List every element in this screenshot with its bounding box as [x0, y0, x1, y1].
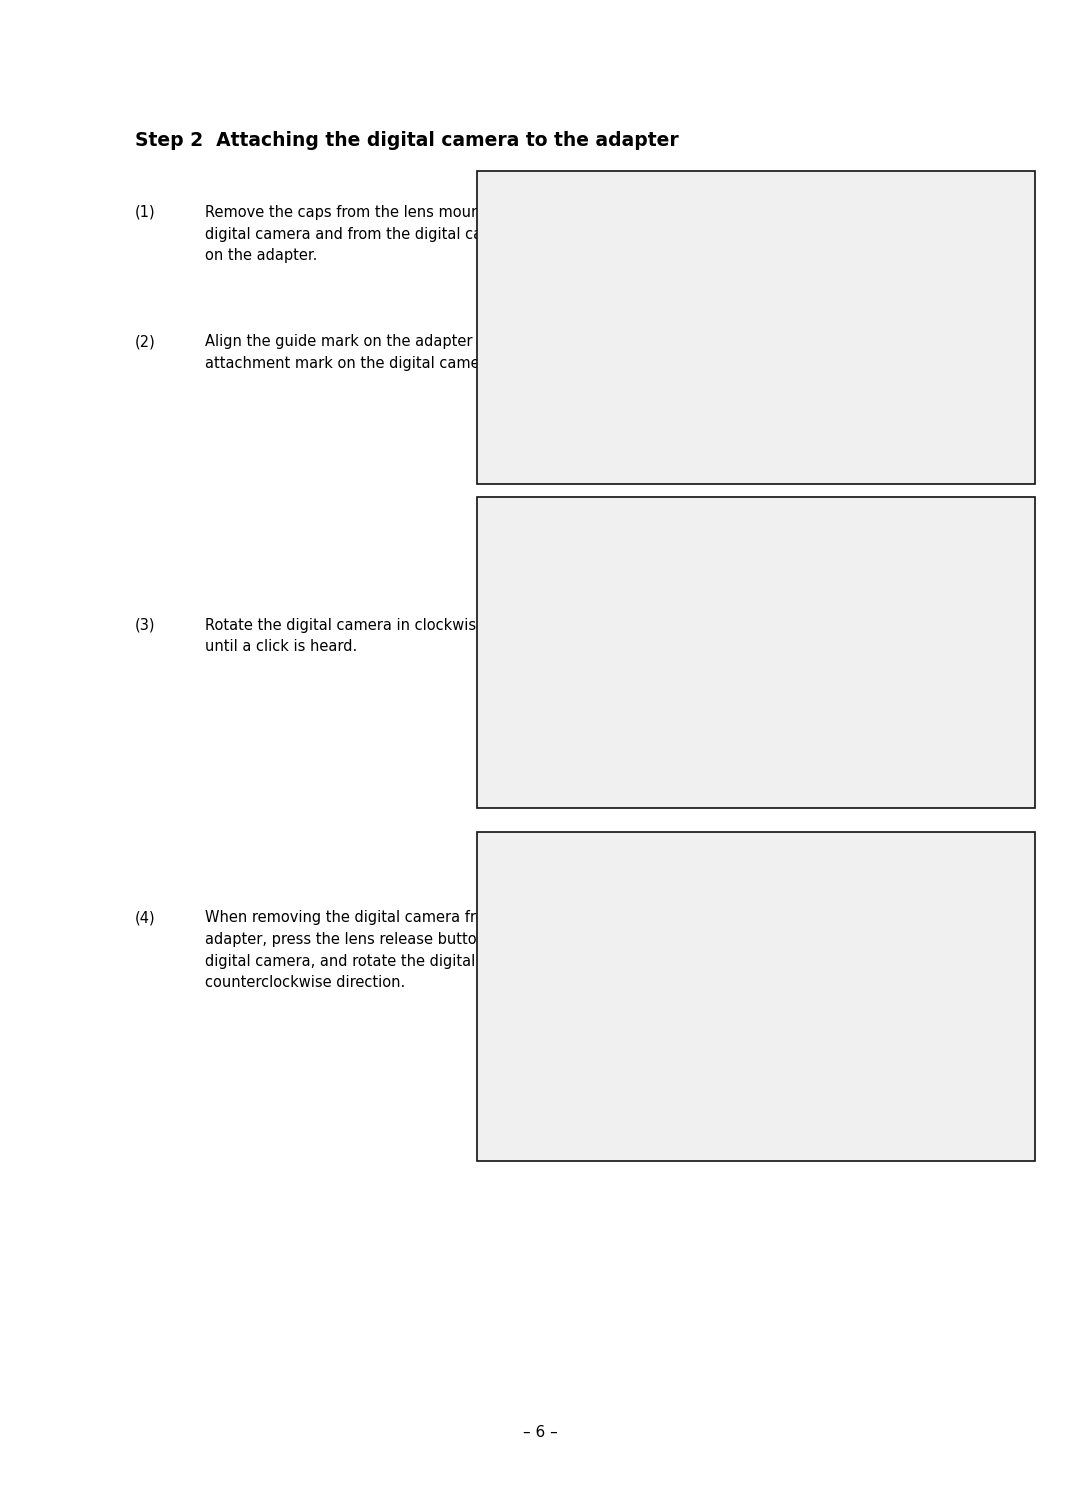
Text: Step 2  Attaching the digital camera to the adapter: Step 2 Attaching the digital camera to t…	[135, 131, 678, 150]
Text: When removing the digital camera from the
adapter, press the lens release button: When removing the digital camera from th…	[205, 910, 554, 990]
Text: Align the guide mark on the adapter and the lens
attachment mark on the digital : Align the guide mark on the adapter and …	[205, 334, 568, 371]
Text: (2): (2)	[135, 334, 156, 349]
Text: Remove the caps from the lens mount on the
digital camera and from the digital c: Remove the caps from the lens mount on t…	[205, 205, 573, 263]
Text: (3): (3)	[135, 618, 156, 633]
Text: (4): (4)	[135, 910, 156, 925]
Text: – 6 –: – 6 –	[523, 1426, 557, 1440]
Text: (1): (1)	[135, 205, 156, 220]
Text: Rotate the digital camera in clockwise direction
until a click is heard.: Rotate the digital camera in clockwise d…	[205, 618, 554, 655]
